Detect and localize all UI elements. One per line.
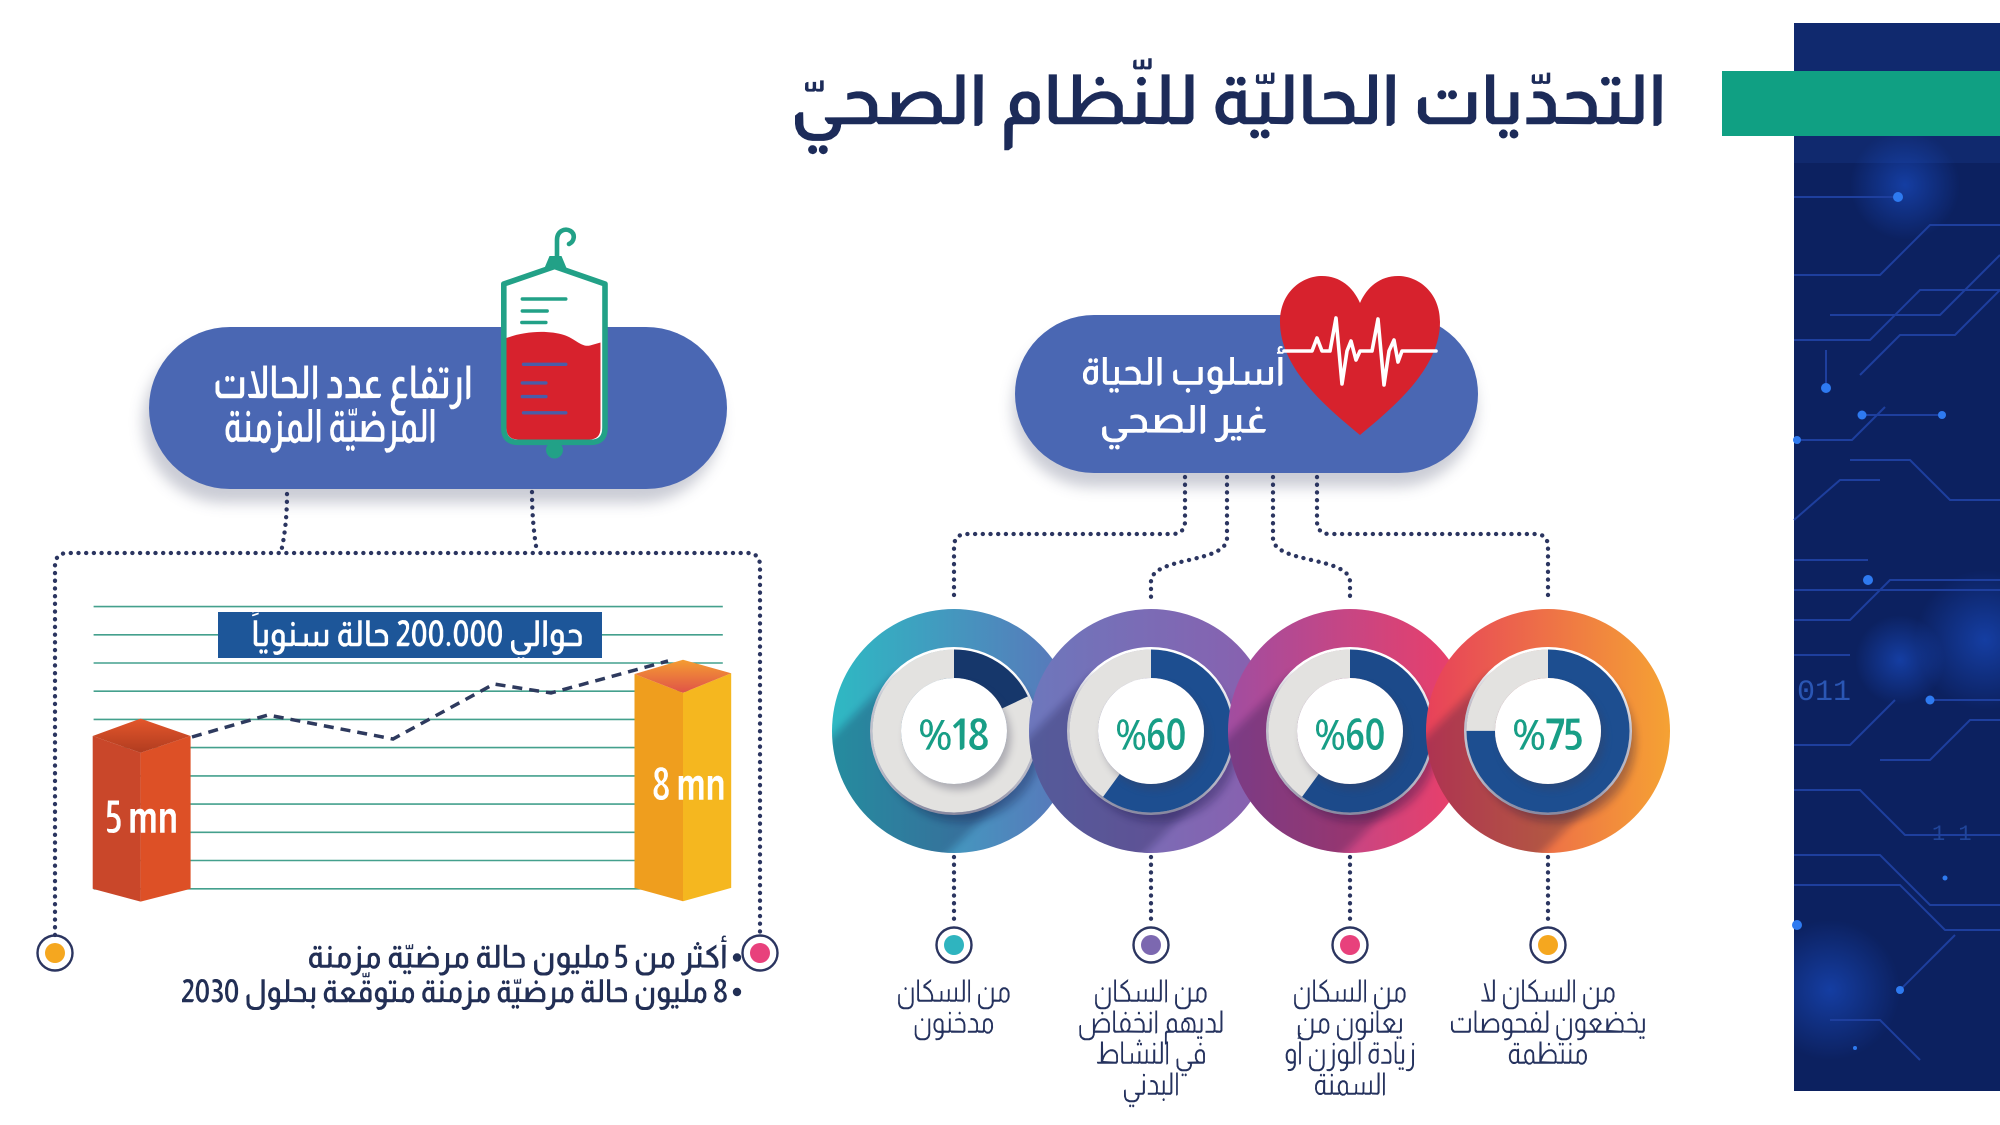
svg-text:1 1: 1 1: [1932, 822, 1972, 847]
svg-text:011: 011: [1797, 676, 1851, 710]
